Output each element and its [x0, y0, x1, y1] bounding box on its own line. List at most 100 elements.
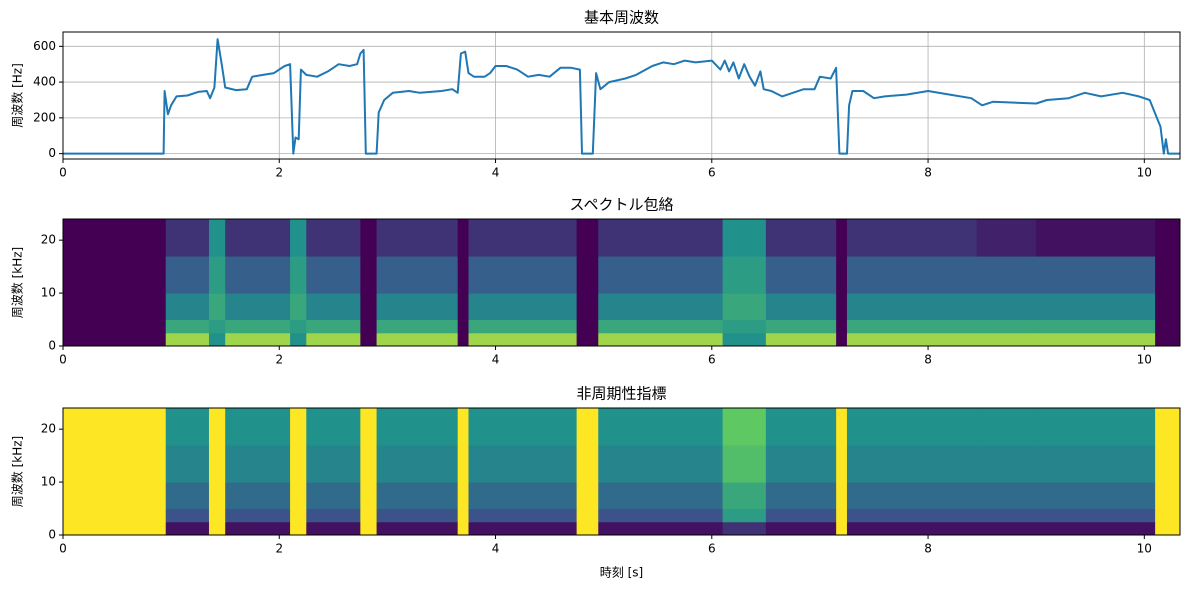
x-tick-label: 4: [492, 353, 500, 367]
heatmap-cell: [1155, 256, 1180, 294]
heatmap-cell: [165, 445, 210, 483]
heatmap-cell: [1036, 319, 1156, 334]
heatmap-cell: [165, 482, 210, 510]
heatmap-cell: [765, 319, 837, 334]
heatmap-cell: [225, 256, 248, 294]
heatmap-cell: [306, 293, 361, 321]
y-tick-label: 0: [48, 528, 56, 542]
heatmap-cell: [290, 319, 307, 334]
heatmap-cell: [208, 482, 226, 510]
heatmap-cell: [360, 482, 378, 510]
heatmap-cell: [576, 445, 599, 483]
heatmap-cell: [836, 482, 848, 510]
heatmap-cell: [846, 319, 978, 334]
heatmap-cell: [576, 293, 599, 321]
heatmap-cell: [836, 521, 848, 535]
heatmap-cell: [360, 256, 378, 294]
heatmap-cell: [1155, 521, 1180, 535]
heatmap-cell: [836, 319, 848, 334]
heatmap-cell: [457, 332, 469, 346]
heatmap-cell: [1036, 521, 1156, 535]
heatmap-cell: [468, 408, 578, 446]
heatmap-cell: [360, 293, 378, 321]
heatmap-cell: [598, 319, 724, 334]
heatmap-cell: [376, 508, 459, 523]
heatmap-cell: [225, 408, 248, 446]
heatmap-cell: [63, 332, 167, 346]
f0-line: [63, 38, 1180, 155]
heatmap-cell: [306, 408, 361, 446]
heatmap-cell: [576, 508, 599, 523]
heatmap-cell: [457, 408, 469, 446]
heatmap-cell: [376, 521, 459, 535]
heatmap-cell: [246, 408, 291, 446]
heatmap-cell: [976, 482, 1037, 510]
y-tick-label: 400: [33, 75, 56, 89]
axes-title: 基本周波数: [584, 9, 659, 27]
heatmap-cell: [208, 319, 226, 334]
heatmap-cell: [306, 482, 361, 510]
x-tick-label: 2: [275, 353, 283, 367]
x-tick-label: 4: [492, 166, 500, 180]
heatmap-cell: [846, 219, 978, 257]
axes-title: 非周期性指標: [576, 385, 666, 403]
heatmap-cell: [1155, 219, 1180, 257]
heatmap-cell: [306, 256, 361, 294]
heatmap-cell: [208, 508, 226, 523]
heatmap-cell: [598, 482, 724, 510]
heatmap-cell: [1036, 508, 1156, 523]
axes-frame: [62, 407, 1181, 536]
heatmap-cell: [290, 256, 307, 294]
heatmap-cell: [208, 408, 226, 446]
heatmap-cell: [765, 332, 837, 346]
heatmap-cell: [306, 521, 361, 535]
x-tick-label: 10: [1137, 353, 1152, 367]
x-axis-label: 時刻 [s]: [600, 566, 643, 580]
heatmap-cell: [306, 445, 361, 483]
heatmap-cell: [246, 482, 291, 510]
heatmap-cell: [165, 319, 210, 334]
heatmap-cell: [765, 521, 837, 535]
x-tick-label: 4: [492, 542, 500, 556]
heatmap-cell: [468, 219, 578, 257]
y-tick-label: 10: [41, 475, 56, 489]
heatmap-cell: [468, 521, 578, 535]
x-tick-label: 0: [59, 166, 67, 180]
heatmap-cell: [246, 219, 291, 257]
heatmap-cell: [765, 219, 837, 257]
heatmap-cell: [376, 408, 459, 446]
y-tick-label: 20: [41, 233, 56, 247]
heatmap-cell: [246, 508, 291, 523]
heatmap-cell: [468, 293, 578, 321]
heatmap-cell: [976, 445, 1037, 483]
heatmap-cell: [836, 293, 848, 321]
heatmap-cell: [598, 445, 724, 483]
heatmap-cell: [976, 332, 1037, 346]
heatmap-cell: [1036, 219, 1156, 257]
heatmap-cell: [225, 319, 248, 334]
heatmap-cell: [376, 482, 459, 510]
y-tick-label: 600: [33, 39, 56, 53]
heatmap-cell: [208, 256, 226, 294]
plot-area: [63, 32, 1180, 159]
heatmap-cell: [846, 521, 978, 535]
x-tick-label: 10: [1137, 542, 1152, 556]
heatmap-cell: [457, 521, 469, 535]
heatmap-cell: [1155, 482, 1180, 510]
heatmap-cell: [376, 256, 459, 294]
y-axis-label: 周波数 [kHz]: [10, 247, 25, 318]
heatmap-cell: [457, 319, 469, 334]
heatmap-cell: [1155, 332, 1180, 346]
heatmap-cell: [846, 256, 978, 294]
x-tick-label: 2: [275, 166, 283, 180]
heatmap-cell: [576, 482, 599, 510]
heatmap-cell: [360, 445, 378, 483]
heatmap-cell: [976, 508, 1037, 523]
heatmap-cell: [165, 293, 210, 321]
heatmap-cell: [63, 482, 167, 510]
heatmap-cell: [765, 445, 837, 483]
heatmap-cell: [836, 332, 848, 346]
heatmap-cell: [468, 319, 578, 334]
heatmap-cell: [225, 508, 248, 523]
